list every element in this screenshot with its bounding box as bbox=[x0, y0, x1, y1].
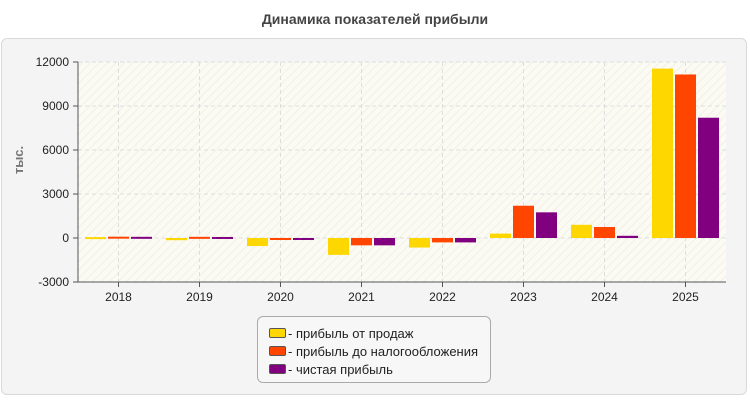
bar bbox=[328, 238, 349, 255]
bar bbox=[374, 238, 395, 246]
bar bbox=[166, 238, 187, 241]
bar bbox=[536, 212, 557, 238]
bar bbox=[270, 238, 291, 240]
bar bbox=[247, 238, 268, 247]
bar bbox=[455, 238, 476, 243]
x-tick-label: 2021 bbox=[348, 290, 375, 304]
bar bbox=[189, 236, 210, 239]
bar bbox=[490, 233, 511, 238]
x-tick-label: 2025 bbox=[672, 290, 699, 304]
bar bbox=[131, 236, 152, 239]
y-tick-label: 9000 bbox=[42, 99, 69, 113]
x-tick-label: 2018 bbox=[105, 290, 132, 304]
legend-label: - чистая прибыль bbox=[288, 361, 393, 377]
x-tick-label: 2022 bbox=[429, 290, 456, 304]
y-axis-label: тыс. bbox=[11, 146, 26, 174]
legend-label: - прибыль от продаж bbox=[288, 325, 414, 341]
bar bbox=[617, 235, 638, 238]
bar bbox=[212, 236, 233, 239]
y-tick-label: 0 bbox=[62, 231, 69, 245]
bars bbox=[85, 68, 719, 255]
bar bbox=[85, 237, 106, 240]
x-tick-label: 2023 bbox=[510, 290, 537, 304]
bar bbox=[698, 117, 719, 238]
y-tick-label: -3000 bbox=[38, 275, 69, 289]
bar bbox=[571, 224, 592, 238]
y-tick-label: 3000 bbox=[42, 187, 69, 201]
y-tick-label: 6000 bbox=[42, 143, 69, 157]
legend-item-sales-profit: - прибыль от продаж bbox=[269, 324, 490, 342]
bar bbox=[513, 205, 534, 238]
bar bbox=[675, 74, 696, 238]
y-tick-labels: -3000 0 3000 6000 9000 12000 bbox=[36, 55, 78, 289]
x-tick-labels: 2018 2019 2020 2021 2022 2023 2024 2025 bbox=[105, 282, 699, 304]
bar bbox=[108, 236, 129, 239]
bar bbox=[409, 238, 430, 248]
x-tick-label: 2024 bbox=[591, 290, 618, 304]
bar bbox=[432, 238, 453, 243]
bar bbox=[594, 227, 615, 238]
legend-swatch bbox=[269, 364, 286, 374]
bar bbox=[652, 68, 673, 238]
legend-item-net-profit: - чистая прибыль bbox=[269, 360, 490, 378]
y-tick-label: 12000 bbox=[36, 55, 70, 69]
bar bbox=[293, 238, 314, 240]
chart-title: Динамика показателей прибыли bbox=[261, 11, 489, 27]
legend-item-pretax-profit: - прибыль до налогообложения bbox=[269, 342, 490, 360]
x-tick-label: 2019 bbox=[186, 290, 213, 304]
axes bbox=[77, 62, 726, 283]
x-tick-label: 2020 bbox=[267, 290, 294, 304]
legend-swatch bbox=[269, 328, 286, 338]
bar bbox=[351, 238, 372, 246]
plot-area bbox=[78, 62, 726, 282]
legend-label: - прибыль до налогообложения bbox=[288, 343, 479, 359]
legend: - прибыль от продаж - прибыль до налогоо… bbox=[257, 316, 491, 383]
legend-swatch bbox=[269, 346, 286, 356]
